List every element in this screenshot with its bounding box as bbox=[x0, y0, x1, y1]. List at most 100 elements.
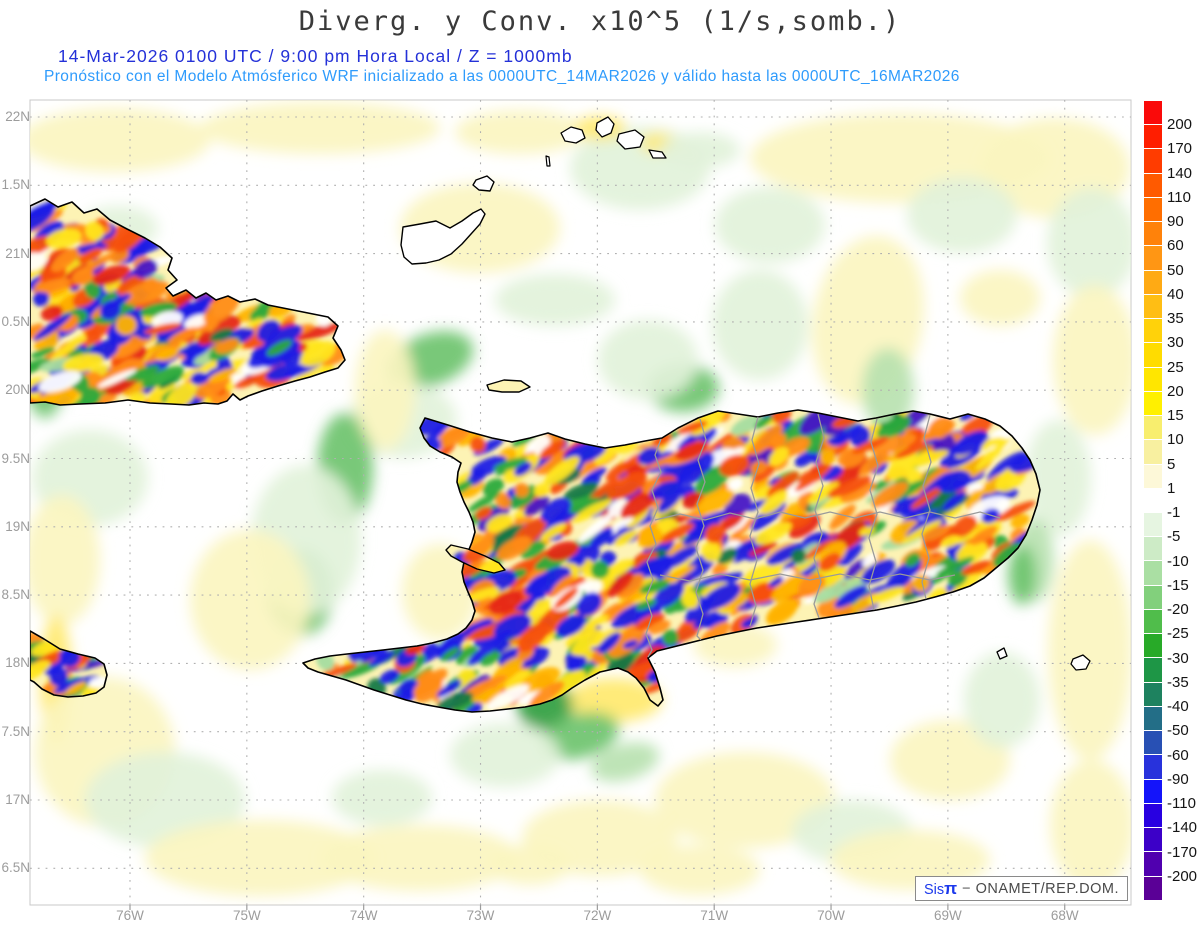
colorbar-tick-label: 50 bbox=[1167, 261, 1184, 279]
lat-tick-label: 17N bbox=[5, 792, 30, 807]
coastline-cuba bbox=[30, 198, 346, 406]
coastline-cay bbox=[545, 155, 551, 167]
lon-tick-label: 72W bbox=[583, 908, 612, 923]
colorbar-tick-label: 15 bbox=[1167, 407, 1184, 425]
landmass-saona bbox=[996, 647, 1008, 660]
colorbar-segment bbox=[1144, 125, 1162, 150]
lat-tick-label: 19N bbox=[5, 518, 30, 534]
landmass-mona bbox=[1070, 654, 1091, 671]
colorbar-tick-label: -110 bbox=[1167, 795, 1196, 813]
axis-ticks bbox=[129, 905, 1066, 910]
colorbar-segment bbox=[1144, 149, 1162, 174]
colorbar-tick-label: 25 bbox=[1167, 358, 1184, 376]
pi-symbol: π bbox=[944, 878, 958, 898]
landmass-great-inagua bbox=[400, 208, 486, 265]
colorbar-tick-label: -140 bbox=[1167, 819, 1198, 837]
landmass-cay bbox=[545, 155, 551, 167]
colorbar-tick-label: 90 bbox=[1167, 213, 1184, 231]
lat-tick-label: 8.5N bbox=[1, 587, 30, 603]
colorbar-segment bbox=[1144, 101, 1162, 126]
colorbar-tick-label: 60 bbox=[1167, 237, 1184, 255]
landmass-turks-1 bbox=[560, 126, 586, 144]
lat-tick-label: 22N bbox=[5, 109, 30, 124]
colorbar-tick-label: 110 bbox=[1167, 188, 1191, 206]
colorbar-tick-label: 10 bbox=[1167, 431, 1184, 449]
colorbar-segment bbox=[1144, 731, 1162, 756]
landmass-turks-3 bbox=[616, 129, 645, 150]
colorbar-segment bbox=[1144, 706, 1162, 732]
colorbar-tick-label: -60 bbox=[1167, 746, 1189, 764]
coastline-turks-1 bbox=[560, 126, 586, 144]
subtitle-datetime: 14-Mar-2026 0100 UTC / 9:00 pm Hora Loca… bbox=[58, 46, 573, 66]
colorbar-segment bbox=[1144, 682, 1162, 707]
colorbar-segment bbox=[1144, 803, 1162, 829]
coastline-turks-3 bbox=[616, 129, 645, 150]
lat-tick-label: 21N bbox=[5, 245, 30, 261]
subtitle-model: Pronóstico con el Modelo Atmósferico WRF… bbox=[44, 68, 960, 85]
lon-tick-label: 76W bbox=[116, 908, 144, 923]
colorbar-tick-label: 140 bbox=[1167, 164, 1193, 182]
colorbar-tick-label: -200 bbox=[1167, 867, 1198, 885]
colorbar-segment bbox=[1144, 852, 1162, 877]
colorbar-segment bbox=[1144, 464, 1162, 489]
colorbar-tick-label: 20 bbox=[1167, 382, 1184, 400]
colorbar-tick-label: -50 bbox=[1167, 722, 1189, 740]
coastline-jamaica-tip bbox=[30, 630, 108, 698]
colorbar-tick-label: 5 bbox=[1167, 455, 1176, 473]
colorbar-tick-label: 200 bbox=[1167, 116, 1193, 134]
lat-tick-label: 9.5N bbox=[1, 450, 30, 466]
lat-tick-label: 20N bbox=[5, 382, 30, 398]
lat-tick-label: 7.5N bbox=[1, 723, 30, 739]
lat-tick-label: 1.5N bbox=[1, 177, 30, 193]
lon-tick-label: 70W bbox=[817, 908, 845, 923]
colorbar-segment bbox=[1144, 537, 1162, 562]
coastline-tortue bbox=[486, 379, 531, 393]
colorbar-tick-label: 170 bbox=[1167, 140, 1193, 158]
lat-tick-label: 6.5N bbox=[1, 860, 30, 876]
colorbar-tick-label: 30 bbox=[1167, 334, 1184, 352]
colorbar-segment bbox=[1144, 755, 1162, 780]
lon-tick-label: 74W bbox=[349, 908, 378, 923]
landmass-jamaica-tip bbox=[30, 630, 108, 698]
chart-title: Diverg. y Conv. x10^5 (1/s,somb.) bbox=[298, 6, 902, 37]
colorbar-segment bbox=[1144, 779, 1162, 804]
lon-tick-label: 73W bbox=[466, 908, 495, 923]
colorbar-tick-label: -25 bbox=[1167, 625, 1189, 643]
colorbar-tick-label: -40 bbox=[1167, 698, 1189, 716]
colorbar-segment bbox=[1144, 173, 1162, 198]
coastline-saona bbox=[996, 647, 1008, 660]
landmass-turks-4 bbox=[648, 149, 667, 159]
colorbar-segment bbox=[1144, 367, 1162, 392]
lat-tick-label: 18N bbox=[5, 655, 30, 671]
coastline-gonave bbox=[445, 544, 506, 574]
colorbar-tick-label: -1 bbox=[1167, 504, 1181, 522]
admin-boundaries bbox=[645, 413, 1001, 658]
colorbar-segment bbox=[1144, 512, 1162, 538]
colorbar-segment bbox=[1144, 343, 1162, 368]
lon-tick-label: 69W bbox=[933, 908, 962, 923]
colorbar-segment bbox=[1144, 634, 1162, 659]
colorbar-segment bbox=[1144, 246, 1162, 271]
colorbar-tick-label: -15 bbox=[1167, 576, 1189, 594]
colorbar-segment bbox=[1144, 488, 1162, 513]
watermark-org: ONAMET/REP.DOM. bbox=[975, 880, 1120, 897]
colorbar-segment bbox=[1144, 270, 1162, 295]
colorbar-tick-label: -30 bbox=[1167, 649, 1189, 667]
colorbar-segment bbox=[1144, 294, 1162, 320]
colorbar-tick-label: 40 bbox=[1167, 285, 1184, 303]
colorbar-segment bbox=[1144, 197, 1162, 223]
colorbar-tick-label: 1 bbox=[1167, 479, 1176, 497]
colorbar-tick-label: -10 bbox=[1167, 552, 1189, 570]
lon-tick-label: 75W bbox=[232, 908, 261, 923]
colorbar-segment bbox=[1144, 319, 1162, 344]
coastline-little-inagua bbox=[472, 175, 495, 192]
colorbar-segment bbox=[1144, 391, 1162, 417]
watermark: Sisπ − ONAMET/REP.DOM. bbox=[915, 876, 1128, 901]
colorbar-segment bbox=[1144, 658, 1162, 683]
lon-tick-label: 68W bbox=[1050, 908, 1079, 923]
colorbar-segment bbox=[1144, 876, 1162, 901]
colorbar bbox=[1144, 101, 1162, 901]
colorbar-tick-label: -35 bbox=[1167, 673, 1189, 691]
